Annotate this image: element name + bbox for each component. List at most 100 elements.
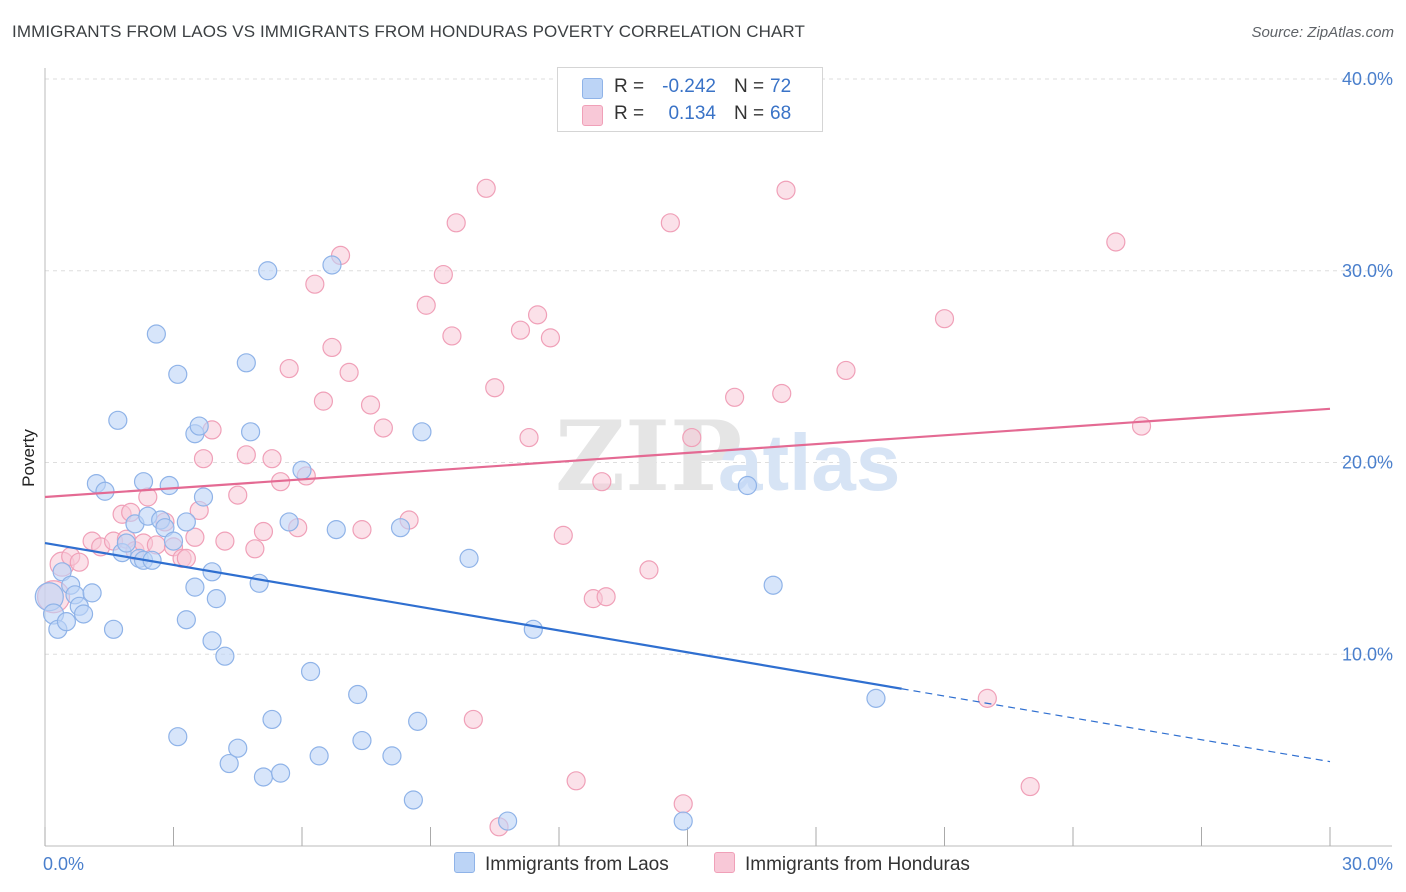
honduras-legend-label: Immigrants from Honduras xyxy=(745,854,970,875)
laos-point xyxy=(108,410,128,430)
honduras-point xyxy=(322,337,342,358)
honduras-point xyxy=(262,449,282,469)
laos-swatch xyxy=(582,78,603,99)
y-tick-label: 10.0% xyxy=(1342,644,1393,664)
bottom-legend-laos: Immigrants from Laos xyxy=(454,852,669,876)
laos-point xyxy=(56,612,77,632)
laos-trend-line xyxy=(44,541,902,690)
laos-point xyxy=(163,531,184,551)
honduras-point xyxy=(592,472,612,492)
laos-point xyxy=(348,684,368,705)
honduras-point xyxy=(510,320,531,340)
honduras-point xyxy=(1020,776,1040,797)
honduras-point xyxy=(596,587,616,607)
source-credit: Source: ZipAtlas.com xyxy=(1251,24,1394,41)
laos-point xyxy=(258,261,278,281)
laos-point xyxy=(673,811,693,831)
honduras-point xyxy=(1131,416,1152,436)
laos-point xyxy=(176,512,196,532)
laos-point xyxy=(241,422,261,442)
y-tick-label: 30.0% xyxy=(1342,261,1393,281)
y-tick-label: 40.0% xyxy=(1342,69,1393,89)
laos-point xyxy=(737,475,758,496)
laos-point xyxy=(52,562,72,582)
honduras-point xyxy=(776,180,796,200)
honduras-point xyxy=(934,309,955,329)
legend-r-value: -0.242 xyxy=(662,76,716,97)
laos-trend-extension xyxy=(901,688,1331,763)
laos-point xyxy=(309,746,329,766)
laos-point xyxy=(228,738,248,758)
honduras-point xyxy=(660,213,680,233)
legend-n-value: 72 xyxy=(770,76,792,97)
legend-r-label: R = xyxy=(614,103,645,124)
laos-point xyxy=(390,518,411,538)
laos-point xyxy=(133,472,154,492)
laos-legend-swatch xyxy=(454,852,475,873)
honduras-point xyxy=(673,794,693,814)
laos-point xyxy=(262,709,282,730)
chart-title: IMMIGRANTS FROM LAOS VS IMMIGRANTS FROM … xyxy=(12,22,805,41)
honduras-trend-line xyxy=(44,407,1331,499)
laos-point xyxy=(523,619,543,639)
laos-point xyxy=(176,610,196,630)
correlation-legend: R = -0.242 N = 72 R = 0.134 N = 68 xyxy=(557,67,823,132)
honduras-point xyxy=(553,525,573,545)
honduras-point xyxy=(352,520,372,540)
honduras-point xyxy=(245,539,265,559)
honduras-point xyxy=(305,274,325,294)
legend-row-honduras: R = 0.134 N = 68 xyxy=(558,101,822,129)
laos-legend-label: Immigrants from Laos xyxy=(485,854,669,875)
laos-point xyxy=(322,255,342,275)
laos-point xyxy=(159,475,179,496)
honduras-point xyxy=(725,387,745,407)
honduras-point xyxy=(253,521,274,542)
honduras-point xyxy=(639,560,659,580)
laos-point xyxy=(236,353,256,373)
legend-n-label: N = xyxy=(734,103,765,124)
laos-point xyxy=(146,324,166,344)
honduras-point xyxy=(772,383,792,404)
honduras-point xyxy=(215,531,235,551)
laos-point xyxy=(352,730,372,751)
laos-point xyxy=(253,767,274,787)
honduras-legend-swatch xyxy=(714,852,735,873)
x-tick-label: 0.0% xyxy=(43,854,84,874)
laos-point xyxy=(206,589,226,609)
laos-point xyxy=(202,631,222,651)
honduras-point xyxy=(1106,232,1126,252)
bottom-legend-honduras: Immigrants from Honduras xyxy=(714,852,970,876)
laos-point xyxy=(382,746,402,766)
honduras-point xyxy=(69,552,89,572)
honduras-point xyxy=(527,305,548,325)
laos-point xyxy=(459,548,479,568)
honduras-point xyxy=(373,418,393,438)
honduras-point xyxy=(433,264,453,285)
legend-row-laos: R = -0.242 N = 72 xyxy=(558,74,822,102)
laos-point xyxy=(249,573,269,593)
laos-point xyxy=(219,753,239,774)
laos-point xyxy=(185,577,205,597)
honduras-point xyxy=(236,445,256,465)
honduras-point xyxy=(446,213,466,233)
honduras-point xyxy=(476,178,496,198)
honduras-point xyxy=(339,362,359,382)
laos-point xyxy=(73,604,94,624)
honduras-point xyxy=(313,391,334,411)
laos-point xyxy=(498,811,518,831)
laos-point xyxy=(866,688,886,708)
honduras-point xyxy=(176,548,196,568)
laos-point xyxy=(412,422,432,442)
honduras-point xyxy=(977,688,997,708)
honduras-point xyxy=(185,527,205,547)
laos-point xyxy=(168,727,188,747)
honduras-point xyxy=(519,427,539,448)
tick-labels: 10.0% 20.0% 30.0% 40.0% 0.0% 30.0% xyxy=(43,69,1393,874)
laos-point xyxy=(403,790,423,810)
legend-r-label: R = xyxy=(614,76,645,97)
honduras-point xyxy=(279,358,299,379)
honduras-point xyxy=(193,449,214,469)
axes xyxy=(44,68,1392,847)
laos-point xyxy=(168,364,188,384)
